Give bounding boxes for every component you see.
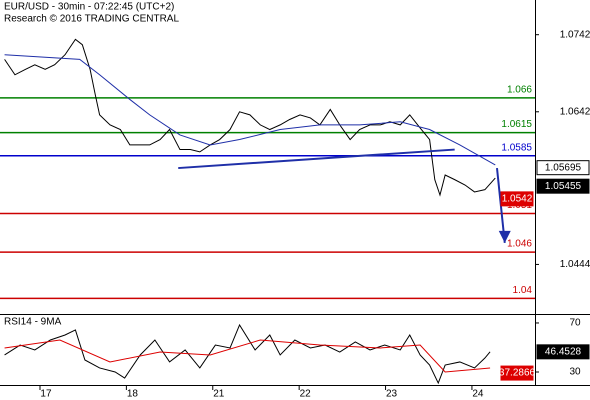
level-label: 1.0585 xyxy=(501,142,532,153)
price-tag xyxy=(500,191,534,207)
x-tick-label: 18 xyxy=(127,389,139,400)
price-tag xyxy=(536,178,590,194)
price-tag-label: 1.05695 xyxy=(545,162,582,173)
price-tag-label: 37.2866 xyxy=(499,368,536,379)
level-label: 1.066 xyxy=(507,85,532,96)
x-tick-label: 22 xyxy=(300,389,312,400)
trendline xyxy=(178,148,455,170)
price-line xyxy=(4,339,491,373)
level-label: 1.0615 xyxy=(501,119,532,130)
price-tag xyxy=(536,160,590,176)
x-tick-label: 21 xyxy=(213,389,225,400)
y-tick-label: 70 xyxy=(569,318,581,329)
y-tick-label: 30 xyxy=(569,367,581,378)
chart-subtitle: Research © 2016 TRADING CENTRAL xyxy=(4,14,179,25)
x-tick-label: 23 xyxy=(386,389,398,400)
level-label: 1.046 xyxy=(507,239,532,250)
chart-title: EUR/USD - 30min - 07:22:45 (UTC+2) xyxy=(4,2,174,13)
price-line xyxy=(4,54,496,166)
y-tick-label: 1.0642 xyxy=(560,106,590,117)
y-tick-label: 1.0444 xyxy=(560,259,590,270)
price-tag xyxy=(536,344,590,360)
price-tag xyxy=(500,365,534,381)
level-label: 1.04 xyxy=(513,285,533,296)
x-tick-label: 17 xyxy=(40,389,52,400)
arrow-head xyxy=(498,230,511,243)
y-tick-label: 1.0742 xyxy=(560,29,590,40)
price-tag-label: 1.0542 xyxy=(502,194,533,205)
price-tag-label: 1.05455 xyxy=(545,181,582,192)
rsi-title: RSI14 - 9MA xyxy=(4,317,62,328)
price-tag-label: 46.4528 xyxy=(545,346,582,357)
price-line xyxy=(4,38,496,197)
x-tick-label: 24 xyxy=(472,389,484,400)
price-line xyxy=(4,323,491,385)
